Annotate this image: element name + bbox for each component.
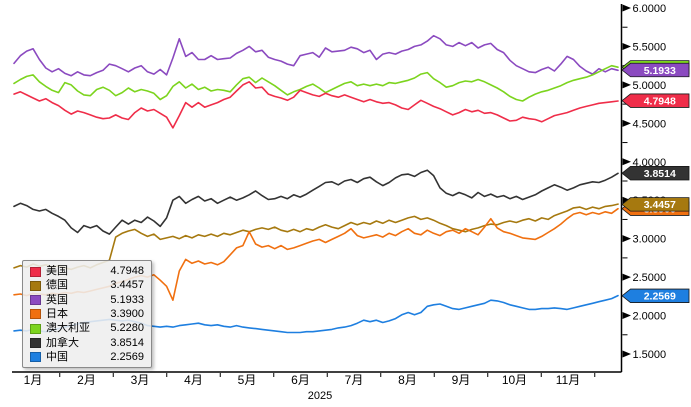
svg-text:4.7948: 4.7948	[644, 95, 676, 107]
legend-row-us: 美国 4.7948	[30, 265, 144, 278]
y-tick-label: 1.5000	[633, 349, 667, 361]
legend-value: 2.2569	[110, 350, 144, 363]
legend-label: 澳大利亚	[46, 322, 90, 335]
x-tick-label: 4月	[184, 373, 203, 387]
legend-row-au: 澳大利亚 5.2280	[30, 322, 144, 335]
legend-label: 加拿大	[46, 336, 79, 349]
x-tick-label: 11月	[556, 373, 580, 387]
legend-row-cn: 中国 2.2569	[30, 351, 144, 364]
legend-value: 5.2280	[110, 322, 144, 335]
series-line-us	[13, 81, 619, 129]
y-tick-label: 6.0000	[633, 3, 667, 15]
x-tick-label: 2月	[77, 373, 96, 387]
x-tick-label: 9月	[452, 373, 471, 387]
x-tick-label: 10月	[502, 373, 527, 387]
series-line-uk	[13, 34, 619, 77]
series-line-ca	[13, 169, 619, 235]
legend-value: 4.7948	[110, 265, 144, 277]
svg-text:3.4457: 3.4457	[644, 199, 676, 211]
svg-text:5.1933: 5.1933	[644, 65, 676, 77]
legend-value: 3.8514	[110, 336, 144, 349]
legend-value: 3.4457	[110, 279, 144, 292]
y-tick-arrow	[622, 4, 631, 12]
legend-label: 日本	[46, 307, 68, 320]
legend-swatch-uk	[30, 295, 41, 306]
x-tick-label: 5月	[238, 373, 257, 387]
svg-text:3.8514: 3.8514	[644, 168, 676, 180]
legend-label: 美国	[46, 265, 68, 277]
legend-label: 德国	[46, 279, 68, 292]
x-tick-label: 3月	[131, 373, 150, 387]
y-tick-label: 2.5000	[633, 272, 667, 284]
last-price-badge-de: 3.4457	[621, 197, 690, 212]
y-tick-arrow	[622, 312, 631, 320]
legend-row-uk: 英国 5.1933	[30, 294, 144, 307]
legend-swatch-us	[30, 266, 41, 277]
y-tick-arrow	[622, 81, 631, 89]
legend-row-jp: 日本 3.3900	[30, 308, 144, 321]
y-tick-label: 2.0000	[633, 311, 667, 323]
legend-row-de: 德国 3.4457	[30, 279, 144, 292]
legend-swatch-cn	[30, 352, 41, 363]
y-tick-label: 3.0000	[633, 234, 667, 246]
legend-label: 英国	[46, 293, 68, 306]
y-tick-label: 5.0000	[633, 80, 667, 92]
y-tick-arrow	[622, 350, 631, 358]
svg-text:2.2569: 2.2569	[644, 291, 676, 303]
legend[interactable]: 美国 4.7948 德国 3.4457 英国 5.1933 日本 3.3900 澳大利亚 5.22…	[22, 260, 152, 368]
last-price-badge-ca: 3.8514	[621, 166, 690, 181]
legend-value: 3.3900	[110, 307, 144, 320]
y-tick-arrow	[622, 119, 631, 127]
series-line-de	[13, 203, 619, 271]
last-price-badge-us: 4.7948	[621, 93, 690, 108]
year-label: 2025	[308, 390, 332, 402]
x-tick-label: 1月	[24, 373, 43, 387]
legend-swatch-de	[30, 280, 41, 291]
x-tick-label: 7月	[345, 373, 364, 387]
y-tick-arrow	[622, 42, 631, 50]
x-tick-label: 6月	[291, 373, 310, 387]
legend-row-ca: 加拿大 3.8514	[30, 337, 144, 350]
y-tick-label: 4.5000	[633, 118, 667, 130]
y-tick-arrow	[622, 273, 631, 281]
legend-swatch-jp	[30, 309, 41, 320]
legend-label: 中国	[46, 350, 68, 363]
y-tick-label: 4.0000	[633, 157, 667, 169]
y-tick-arrow	[622, 235, 631, 243]
y-tick-arrow	[622, 158, 631, 166]
x-tick-label: 8月	[398, 373, 417, 387]
series-line-au	[13, 64, 619, 102]
legend-value: 5.1933	[110, 293, 144, 306]
y-tick-label: 5.5000	[633, 41, 667, 53]
last-price-badge-cn: 2.2569	[621, 288, 690, 303]
last-price-badge-uk: 5.1933	[621, 62, 690, 78]
legend-swatch-au	[30, 323, 41, 334]
legend-swatch-ca	[30, 338, 41, 349]
